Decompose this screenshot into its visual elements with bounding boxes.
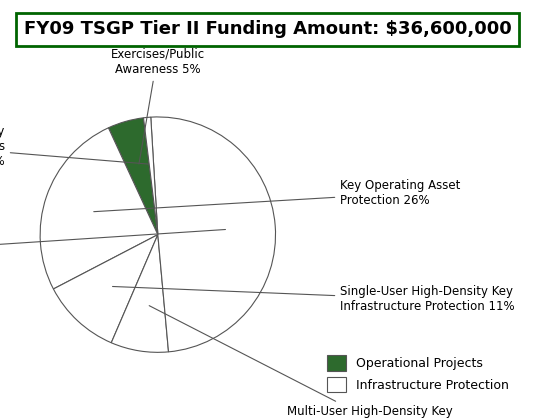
Text: Developing Security
Plans/Planning Activities
1%: Developing Security Plans/Planning Activ… <box>0 125 149 168</box>
Wedge shape <box>151 117 276 352</box>
Text: Single-User High-Density Key
Infrastructure Protection 11%: Single-User High-Density Key Infrastruct… <box>112 285 515 313</box>
Text: Other Mitigation Activities,
including Emergency
Response Planning,
Interoperabl: Other Mitigation Activities, including E… <box>0 193 225 311</box>
Text: Key Operating Asset
Protection 26%: Key Operating Asset Protection 26% <box>94 179 461 212</box>
Legend: Operational Projects, Infrastructure Protection: Operational Projects, Infrastructure Pro… <box>324 352 513 396</box>
Wedge shape <box>111 235 169 352</box>
Text: Training/Drills and
Exercises/Public
Awareness 5%: Training/Drills and Exercises/Public Awa… <box>104 33 211 164</box>
Wedge shape <box>143 117 158 235</box>
Text: FY09 TSGP Tier II Funding Amount: $36,600,000: FY09 TSGP Tier II Funding Amount: $36,60… <box>24 21 511 38</box>
Wedge shape <box>109 118 158 235</box>
Text: Multi-User High-Density Key
Infrastructure Protection 8%: Multi-User High-Density Key Infrastructu… <box>149 305 454 419</box>
Wedge shape <box>40 128 158 289</box>
Wedge shape <box>54 235 158 343</box>
